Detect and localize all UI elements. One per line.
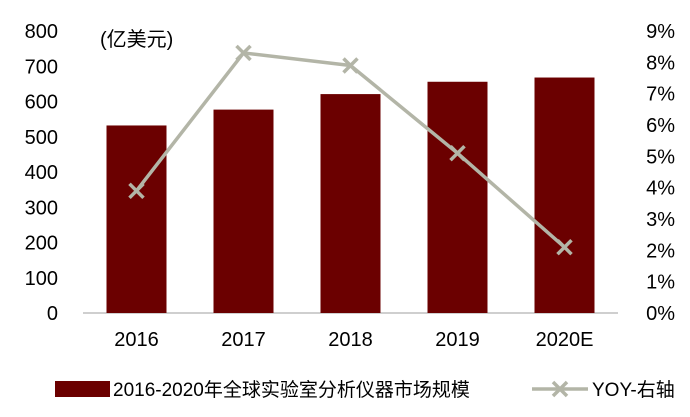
bar-series (106, 77, 595, 313)
right-y-tick-label: 9% (646, 21, 675, 43)
left-y-axis: 0 100 200 300 400 500 600 700 800 (25, 21, 58, 325)
x-tick-label: 2020E (536, 329, 594, 351)
left-y-tick-label: 300 (25, 197, 58, 219)
right-y-tick-label: 2% (646, 240, 675, 262)
left-y-tick-label: 800 (25, 21, 58, 43)
unit-label: (亿美元) (100, 28, 173, 51)
right-y-tick-label: 8% (646, 52, 675, 74)
x-tick-label: 2018 (328, 329, 373, 351)
right-y-tick-label: 3% (646, 209, 675, 231)
left-y-tick-label: 600 (25, 92, 58, 114)
right-y-tick-label: 4% (646, 178, 675, 200)
left-y-tick-label: 700 (25, 56, 58, 78)
x-tick-label: 2017 (221, 329, 266, 351)
bar (427, 81, 488, 313)
bar (106, 125, 167, 313)
right-y-tick-label: 6% (646, 115, 675, 137)
right-y-tick-label: 1% (646, 272, 675, 294)
x-axis: 2016 2017 2018 2019 2020E (114, 329, 593, 351)
yoy-point-marker (342, 57, 359, 74)
left-y-tick-label: 0 (47, 303, 58, 325)
left-y-tick-label: 100 (25, 268, 58, 290)
yoy-line-series (128, 44, 573, 256)
right-y-tick-label: 0% (646, 303, 675, 325)
yoy-point-marker (235, 44, 252, 62)
x-tick-label: 2016 (114, 329, 159, 351)
legend-line-swatch (532, 380, 588, 398)
bar (213, 109, 274, 313)
x-tick-label: 2019 (435, 329, 480, 351)
yoy-point-marker (449, 144, 466, 162)
bar (534, 77, 595, 313)
left-y-tick-label: 400 (25, 162, 58, 184)
legend-line-label: YOY-右轴 (592, 379, 675, 401)
left-y-tick-label: 200 (25, 233, 58, 255)
left-y-tick-label: 500 (25, 127, 58, 149)
yoy-point-marker (556, 238, 573, 256)
yoy-point-marker (128, 182, 145, 200)
legend-bar-swatch (55, 381, 110, 397)
right-y-tick-label: 7% (646, 84, 675, 106)
right-y-tick-label: 5% (646, 146, 675, 168)
bar (320, 94, 381, 313)
right-y-axis: 0% 1% 2% 3% 4% 5% 6% 7% 8% 9% (646, 21, 675, 325)
legend: 2016-2020年全球实验室分析仪器市场规模 YOY-右轴 (55, 379, 675, 401)
legend-bar-label: 2016-2020年全球实验室分析仪器市场规模 (113, 379, 470, 401)
